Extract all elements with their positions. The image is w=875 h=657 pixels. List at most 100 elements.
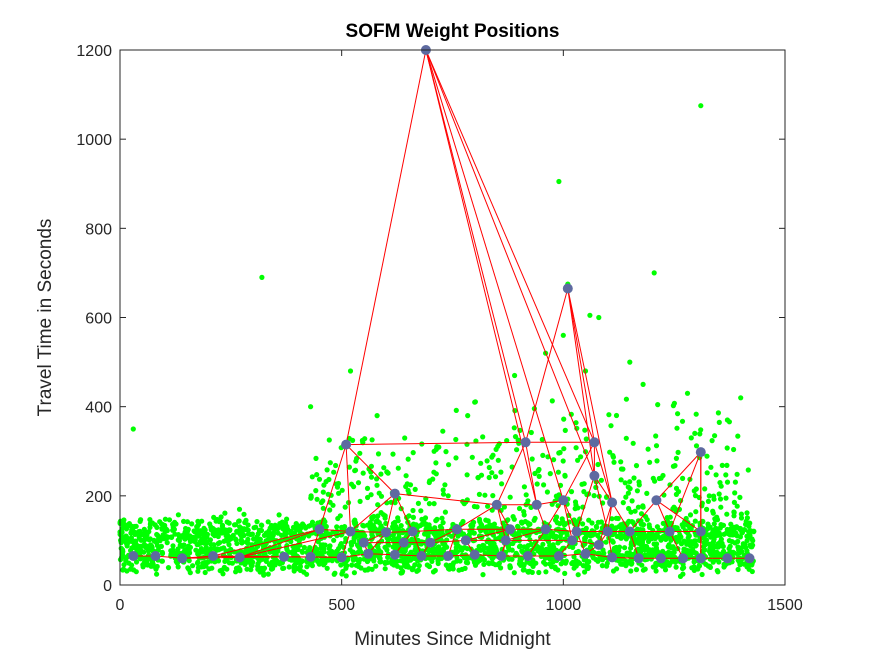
data-point: [326, 437, 332, 443]
data-point: [624, 560, 631, 566]
data-point: [493, 446, 499, 452]
neighbor-link: [350, 531, 387, 533]
y-tick-label: 400: [85, 400, 112, 417]
data-point: [715, 532, 721, 538]
data-point: [351, 484, 357, 490]
data-point: [327, 507, 333, 513]
data-point: [711, 493, 717, 499]
data-point: [591, 493, 597, 499]
neuron-weight-point: [531, 499, 542, 510]
data-point: [610, 454, 617, 460]
neuron-weight-point: [381, 527, 391, 538]
data-point: [746, 566, 752, 572]
data-point: [326, 476, 332, 483]
data-point: [445, 493, 451, 499]
neuron-weight-point: [562, 283, 573, 294]
data-point: [352, 467, 359, 473]
neighbor-link: [576, 475, 595, 532]
neighbor-link: [567, 288, 595, 443]
data-point: [625, 484, 631, 490]
data-point: [732, 479, 739, 485]
neighbor-link: [656, 451, 702, 501]
data-point: [442, 482, 448, 488]
neuron-weight-point: [460, 535, 471, 546]
data-point: [511, 372, 518, 379]
data-point: [258, 527, 265, 534]
data-point: [607, 449, 613, 455]
data-point: [426, 563, 432, 569]
data-point: [383, 520, 389, 527]
data-point: [640, 503, 646, 509]
data-point: [378, 509, 384, 516]
data-point: [426, 555, 433, 561]
data-point: [446, 462, 452, 468]
data-point: [218, 514, 224, 520]
data-point: [288, 531, 294, 537]
neuron-weight-point: [540, 524, 551, 535]
data-point: [573, 445, 579, 451]
data-point: [673, 491, 680, 497]
data-point: [266, 562, 273, 568]
data-point: [221, 545, 227, 551]
data-point: [286, 549, 292, 555]
data-point: [145, 562, 151, 568]
data-point: [582, 569, 588, 575]
data-point: [433, 446, 439, 452]
data-point: [660, 520, 666, 527]
data-point: [430, 476, 436, 482]
data-point: [175, 564, 181, 570]
data-point: [735, 557, 741, 563]
data-point: [688, 526, 694, 532]
data-point: [484, 545, 490, 552]
data-point: [374, 413, 380, 419]
data-point: [469, 454, 475, 460]
data-point: [382, 513, 388, 519]
data-point: [514, 447, 520, 453]
data-point: [127, 523, 133, 529]
data-point: [309, 474, 315, 480]
neuron-weight-point: [567, 535, 578, 546]
data-point: [426, 479, 432, 486]
data-point: [320, 542, 326, 548]
data-point: [532, 470, 538, 477]
data-point: [304, 564, 310, 570]
data-point: [646, 522, 652, 528]
neighbor-link: [629, 499, 657, 532]
data-point: [410, 507, 416, 514]
data-point: [619, 561, 626, 567]
data-point: [320, 489, 326, 495]
x-tick-label: 500: [328, 597, 355, 614]
data-point: [315, 539, 321, 545]
data-point: [474, 504, 480, 510]
data-point: [517, 543, 523, 549]
data-point: [662, 561, 668, 567]
data-point: [334, 548, 340, 554]
data-point: [512, 434, 519, 440]
data-point: [440, 520, 446, 526]
data-point: [398, 565, 404, 571]
data-point: [298, 525, 304, 531]
neuron-weight-point: [389, 549, 400, 560]
data-point: [299, 548, 305, 554]
data-point: [727, 543, 733, 549]
data-point: [646, 548, 652, 555]
data-point: [197, 528, 203, 534]
data-point: [234, 540, 240, 547]
neuron-weight-point: [279, 551, 289, 562]
data-point: [243, 547, 249, 553]
x-tick-label: 0: [116, 597, 125, 614]
data-point: [162, 516, 168, 522]
data-point: [720, 543, 726, 550]
data-point: [222, 510, 228, 516]
data-point: [595, 461, 601, 468]
data-point: [683, 539, 689, 546]
data-point: [275, 530, 281, 536]
data-point: [738, 395, 744, 401]
data-point: [511, 570, 517, 576]
data-point: [550, 559, 556, 565]
data-point: [712, 516, 718, 522]
data-point: [471, 530, 477, 536]
data-point: [615, 515, 621, 522]
data-point: [489, 560, 495, 566]
